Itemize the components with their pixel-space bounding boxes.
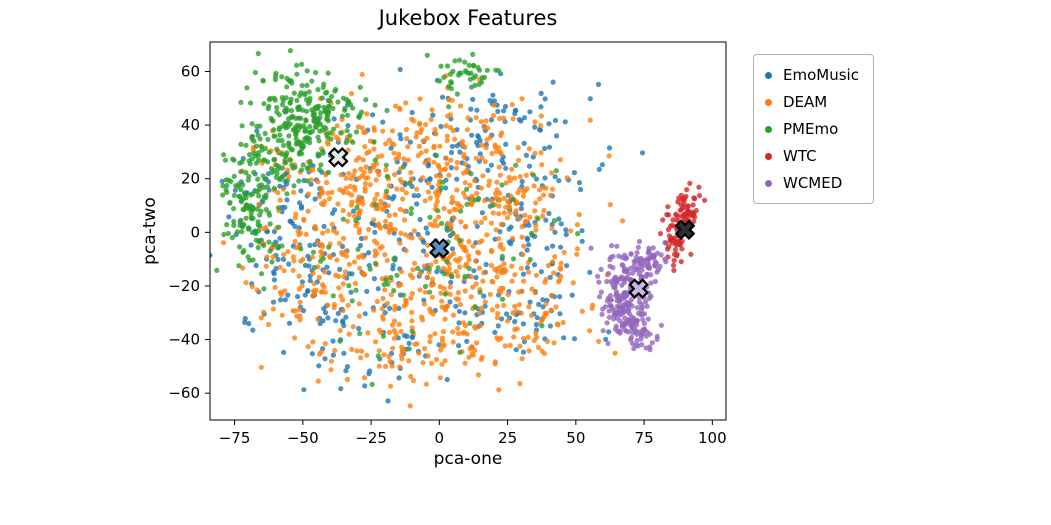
x-axis-label: pca-one	[433, 449, 503, 469]
series-pmemo-points	[210, 48, 581, 387]
axis-ticks: −75 −50 −25 0 25 50 75 100 −60 −40 −20 0 20 40 60	[168, 62, 726, 447]
legend-dot-icon	[765, 179, 772, 187]
centroid-x-marker	[428, 238, 450, 259]
x-tick-label: 0	[435, 429, 445, 447]
series-wcmed-points	[588, 238, 669, 353]
x-tick-label: 50	[566, 429, 585, 447]
legend-dot-icon	[765, 125, 772, 133]
legend-item-label: EmoMusic	[783, 66, 859, 84]
y-tick-label: 0	[190, 223, 200, 241]
centroid-x-marker	[674, 219, 696, 241]
x-tick-label: −50	[287, 429, 319, 447]
legend-item-label: PMEmo	[783, 120, 839, 138]
y-tick-label: 60	[181, 62, 200, 80]
series-deam-points	[220, 71, 626, 409]
x-tick-label: 75	[635, 429, 654, 447]
y-tick-label: −60	[168, 384, 200, 402]
x-tick-label: 25	[498, 429, 517, 447]
legend-dot-icon	[765, 152, 772, 160]
legend-dot-icon	[765, 71, 772, 79]
y-tick-label: −20	[168, 277, 200, 295]
legend-item-wcmed: WCMED	[765, 172, 859, 194]
x-tick-label: 100	[698, 429, 727, 447]
centroid-x-marker	[628, 278, 649, 299]
y-tick-label: −40	[168, 331, 200, 349]
legend-item-label: DEAM	[783, 93, 828, 111]
legend-item-wtc: WTC	[765, 145, 859, 167]
x-tick-label: −25	[355, 429, 387, 447]
series-wtc-points	[657, 180, 708, 273]
legend-item-deam: DEAM	[765, 91, 859, 113]
y-tick-label: 20	[181, 170, 200, 188]
centroid-x-marker	[327, 146, 349, 168]
chart-title: Jukebox Features	[378, 6, 558, 30]
y-tick-label: 40	[181, 116, 200, 134]
legend-item-emomusic: EmoMusic	[765, 64, 859, 86]
legend-item-label: WTC	[783, 147, 817, 165]
legend: EmoMusic DEAM PMEmo WTC WCMED	[753, 54, 874, 204]
centroid-markers	[327, 146, 696, 299]
x-tick-label: −75	[219, 429, 251, 447]
legend-item-label: WCMED	[783, 174, 843, 192]
legend-item-pmemo: PMEmo	[765, 118, 859, 140]
legend-dot-icon	[765, 98, 772, 106]
